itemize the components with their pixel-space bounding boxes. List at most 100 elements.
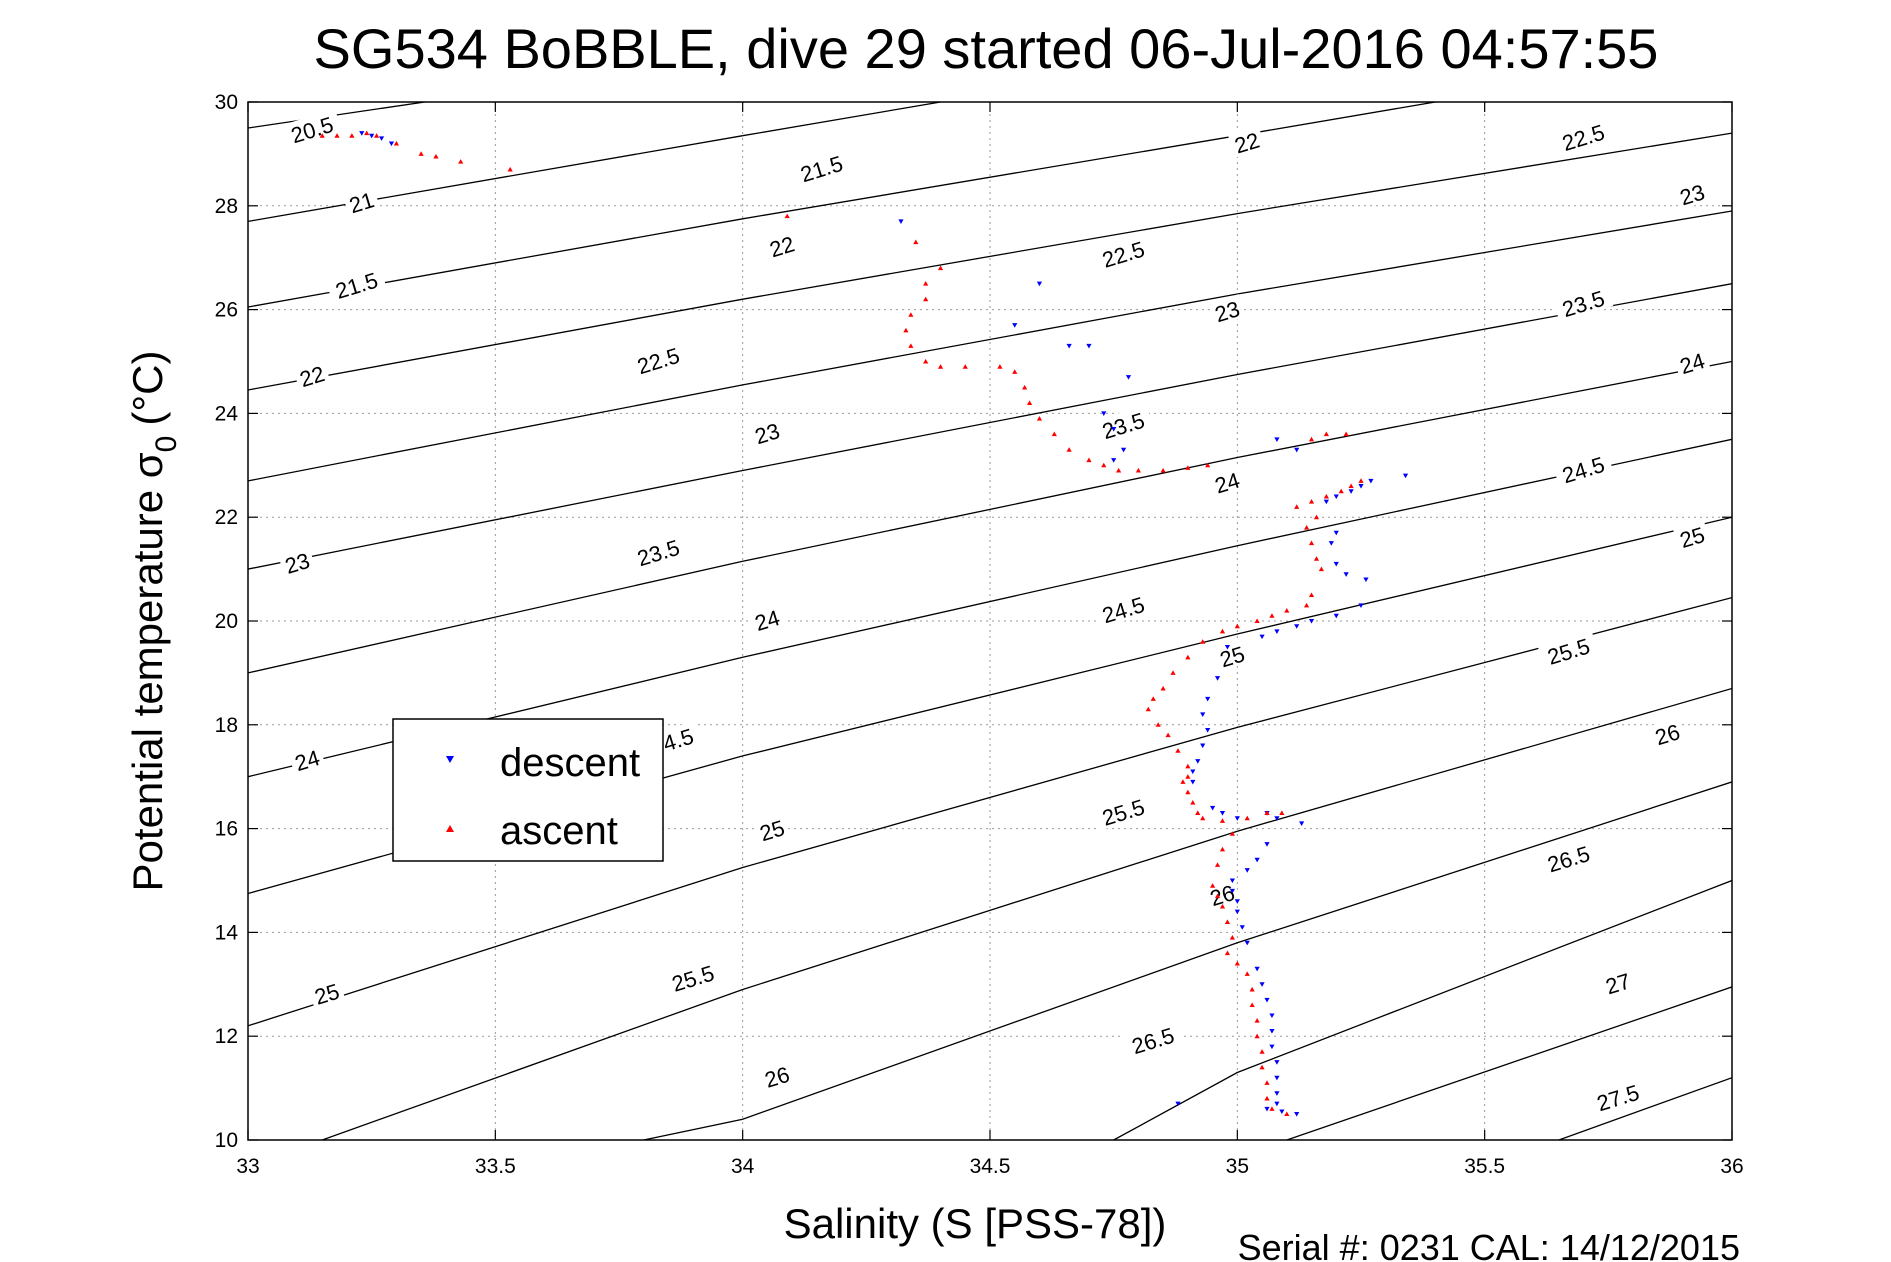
x-tick-label: 34 [731, 1155, 755, 1178]
ascent-point [1185, 654, 1191, 660]
contour-label-bg [325, 264, 387, 304]
ascent-point [1244, 971, 1250, 976]
y-tick-label: 16 [215, 818, 238, 841]
descent-point [1308, 619, 1315, 624]
y-tick-label: 12 [215, 1025, 238, 1048]
descent-point [1200, 743, 1206, 749]
ascent-point [1180, 779, 1186, 784]
contour-line-21.5 [248, 102, 1436, 308]
descent-point [1294, 624, 1300, 629]
descent-point [1358, 603, 1364, 609]
ascent-point [1026, 400, 1033, 406]
contour-line-23 [248, 283, 1732, 570]
descent-point [1299, 821, 1305, 827]
descent-point [1254, 966, 1260, 972]
data-points [319, 130, 1409, 1117]
descent-point [1190, 769, 1196, 775]
ascent-point [1343, 431, 1349, 437]
contour-line-25.5 [321, 687, 1732, 1140]
ascent-point [1234, 960, 1240, 966]
ascent-point [1284, 608, 1290, 613]
descent-point [1036, 281, 1043, 287]
ascent-point [1160, 685, 1166, 691]
y-tick-label: 22 [215, 506, 238, 529]
ascent-point [1200, 639, 1206, 644]
descent-point [1333, 561, 1339, 567]
ascent-point [1185, 465, 1191, 470]
descent-point [1125, 375, 1132, 380]
ascent-point [1086, 457, 1092, 463]
contour-label-bg [1673, 177, 1711, 210]
legend-ascent-label: ascent [500, 809, 618, 853]
ascent-point [1244, 815, 1250, 821]
ascent-point [507, 166, 513, 172]
descent-point [1333, 494, 1339, 500]
descent-point [1274, 816, 1280, 821]
contour-label-bg [292, 359, 331, 392]
contour-label-bg [1092, 791, 1154, 831]
contour-line-27.5 [1558, 1077, 1732, 1140]
x-axis-ticks: 33 33.5 34 34.5 35 35.5 36 [236, 102, 1744, 1178]
descent-point [1120, 447, 1127, 453]
ascent-point [418, 151, 424, 156]
contour-label: 25 [1673, 519, 1711, 553]
x-tick-label: 36 [1720, 1155, 1743, 1178]
y-tick-label: 30 [215, 91, 238, 114]
descent-point [1333, 613, 1339, 619]
ascent-point [1308, 592, 1315, 598]
descent-point [1244, 868, 1250, 873]
y-tick-label: 18 [215, 714, 238, 737]
contour-line-22.5 [248, 210, 1732, 482]
ascent-point [1135, 467, 1141, 473]
descent-point [1269, 1029, 1275, 1034]
ascent-point [1219, 628, 1226, 634]
contour-label-bg [752, 813, 791, 846]
ascent-point [1308, 540, 1315, 546]
ascent-point [1185, 774, 1191, 779]
contour-label-bg [757, 1059, 796, 1092]
contour-label-bg [627, 531, 689, 572]
contour-label: 22.5 [1552, 116, 1614, 157]
legend-descent-marker [446, 756, 454, 763]
descent-point [1274, 1091, 1280, 1096]
contour-label-bg [653, 720, 703, 757]
y-axis-label-subscript: 0 [150, 436, 183, 453]
ascent-point [1294, 504, 1300, 509]
descent-point [1205, 696, 1211, 702]
contour-label-bg [342, 185, 381, 218]
contour-label-bg [1673, 346, 1711, 379]
y-tick-label: 20 [215, 610, 238, 633]
ascent-point [1269, 1106, 1275, 1111]
x-tick-label: 33.5 [475, 1155, 516, 1178]
ascent-point [1313, 514, 1320, 520]
ascent-point [1022, 384, 1028, 390]
ascent-point [1185, 763, 1191, 769]
ascent-point [1190, 800, 1196, 805]
ascent-point [1338, 488, 1344, 494]
contour-label-bg [1208, 294, 1246, 327]
descent-point [1328, 541, 1334, 546]
contour-label-bg [288, 743, 326, 776]
y-axis-label: Potential temperature σ0 (°C) [124, 351, 183, 892]
y-axis-label-main: Potential temperature σ [124, 452, 171, 891]
descent-point [1333, 530, 1339, 536]
ascent-point [784, 213, 790, 219]
y-tick-label: 26 [215, 299, 238, 322]
ascent-point [1051, 431, 1057, 437]
ascent-point [1036, 415, 1043, 421]
ascent-point [1224, 950, 1231, 956]
descent-point [1254, 857, 1260, 863]
ascent-point [1284, 1111, 1290, 1117]
descent-point [1066, 343, 1072, 349]
y-axis-ticks: 10 12 14 16 18 20 22 24 26 28 30 [215, 91, 1732, 1152]
descent-point [1274, 1075, 1280, 1081]
descent-point [1175, 1101, 1181, 1107]
ascent-point [1214, 862, 1221, 867]
ascent-point [1195, 810, 1201, 816]
contour-label-bg [1092, 589, 1154, 629]
ascent-point [1165, 732, 1171, 738]
ascent-point [1229, 831, 1235, 836]
contour-label-bg [1208, 465, 1246, 498]
ascent-point [1254, 618, 1260, 623]
ascent-point [334, 133, 340, 138]
